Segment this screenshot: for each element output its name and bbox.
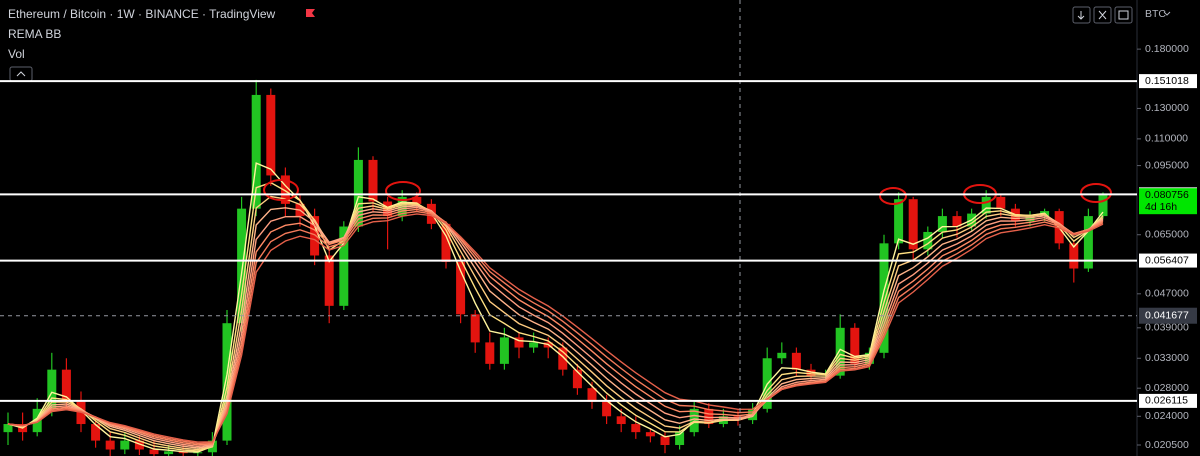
ribbon-line bbox=[7, 208, 1104, 446]
countdown-label: 4d 16h bbox=[1145, 201, 1177, 213]
chart-title: Ethereum / Bitcoin · 1W · BINANCE · Trad… bbox=[8, 7, 276, 21]
candle-body bbox=[134, 440, 144, 450]
circle-annotation bbox=[879, 187, 907, 205]
currency-caret bbox=[1163, 11, 1171, 16]
y-tick-label: 0.065000 bbox=[1145, 229, 1189, 241]
candle-body bbox=[631, 424, 641, 433]
toolbar-icons bbox=[1077, 10, 1129, 20]
currency-label[interactable]: BTC bbox=[1145, 8, 1166, 20]
candle-body bbox=[456, 261, 466, 315]
candle-body bbox=[777, 352, 787, 359]
y-tick-label: 0.095000 bbox=[1145, 159, 1189, 171]
candle-body bbox=[485, 342, 495, 364]
collapse-button[interactable] bbox=[9, 66, 33, 82]
candle-body bbox=[368, 159, 378, 202]
y-tick-label: 0.047000 bbox=[1145, 288, 1189, 300]
candle-body bbox=[791, 352, 801, 370]
candle-body bbox=[149, 449, 159, 455]
candle-body bbox=[835, 327, 845, 376]
candle-body bbox=[353, 159, 363, 227]
level-label: 0.026115 bbox=[1145, 395, 1188, 407]
crosshair-label-box bbox=[1139, 307, 1197, 324]
candle-body bbox=[47, 369, 57, 409]
ribbon-line bbox=[7, 206, 1104, 448]
y-tick-label: 0.028000 bbox=[1145, 382, 1189, 394]
y-tick-label: 0.110000 bbox=[1145, 133, 1188, 145]
candle-body bbox=[441, 223, 451, 262]
candle-body bbox=[587, 388, 597, 402]
level-label-box bbox=[1139, 393, 1197, 408]
ribbon-line bbox=[7, 181, 1104, 452]
level-label-box bbox=[1139, 74, 1197, 89]
y-tick-label: 0.130000 bbox=[1145, 102, 1189, 114]
candle-body bbox=[61, 369, 71, 402]
level-label: 0.151018 bbox=[1145, 75, 1189, 87]
candle-body bbox=[1069, 243, 1079, 269]
y-tick-label: 0.033000 bbox=[1145, 352, 1189, 364]
candle-body bbox=[616, 416, 626, 425]
plot bbox=[3, 79, 1108, 456]
candle-body bbox=[164, 451, 174, 455]
indicator-label: Vol bbox=[8, 47, 25, 61]
circle-annotation bbox=[385, 181, 421, 201]
candle-body bbox=[1098, 195, 1108, 217]
candle-body bbox=[91, 424, 101, 441]
candle-body bbox=[499, 337, 509, 364]
candle-body bbox=[645, 432, 655, 437]
candle-body bbox=[558, 347, 568, 370]
candle-body bbox=[105, 440, 115, 450]
candle-body bbox=[704, 408, 714, 425]
flag-icon[interactable] bbox=[306, 9, 315, 17]
candle-body bbox=[120, 440, 130, 450]
candle-body bbox=[908, 199, 918, 250]
candle-body bbox=[660, 436, 670, 446]
y-tick-label: 0.020500 bbox=[1145, 439, 1189, 451]
last-price-label: 0.080756 bbox=[1145, 189, 1189, 201]
level-label: 0.056407 bbox=[1145, 254, 1189, 266]
ribbon-line bbox=[7, 205, 1104, 449]
level-label-box bbox=[1139, 253, 1197, 268]
candle-body bbox=[514, 337, 524, 348]
candle-body bbox=[266, 94, 276, 176]
candle-body bbox=[923, 231, 933, 250]
candle-body bbox=[879, 243, 889, 353]
last-price-box bbox=[1139, 188, 1197, 215]
circle-annotation bbox=[1080, 183, 1112, 203]
candle-body bbox=[1083, 216, 1093, 269]
candle-body bbox=[470, 314, 480, 343]
ribbon-line bbox=[7, 195, 1104, 451]
candle-body bbox=[339, 226, 349, 306]
candle-body bbox=[3, 424, 13, 433]
candle-body bbox=[850, 327, 860, 364]
indicator-label: REMA BB bbox=[8, 27, 61, 41]
candle-body bbox=[1025, 216, 1035, 222]
candle-body bbox=[237, 208, 247, 324]
candle-body bbox=[937, 216, 947, 232]
candle-body bbox=[952, 216, 962, 227]
candle-body bbox=[310, 216, 320, 256]
y-tick-label: 0.024000 bbox=[1145, 410, 1189, 422]
candle-body bbox=[324, 255, 334, 306]
candle-body bbox=[412, 196, 422, 204]
candle-body bbox=[996, 196, 1006, 209]
ribbon-line bbox=[7, 162, 1104, 453]
candle-body bbox=[981, 196, 991, 214]
candle-body bbox=[602, 401, 612, 417]
candle-body bbox=[251, 94, 261, 209]
circle-annotation bbox=[263, 179, 299, 201]
y-tick-label: 0.039000 bbox=[1145, 322, 1189, 334]
candle-body bbox=[193, 452, 203, 454]
ribbon-line bbox=[7, 213, 1104, 443]
candle-body bbox=[222, 323, 232, 441]
crosshair-label: 0.041677 bbox=[1145, 309, 1189, 321]
candle-body bbox=[675, 432, 685, 446]
candle-body bbox=[529, 342, 539, 348]
candle-body bbox=[572, 369, 582, 389]
y-tick-label: 0.180000 bbox=[1145, 43, 1189, 55]
candle-body bbox=[280, 175, 290, 204]
candle-body bbox=[689, 408, 699, 433]
candle-body bbox=[894, 199, 904, 244]
